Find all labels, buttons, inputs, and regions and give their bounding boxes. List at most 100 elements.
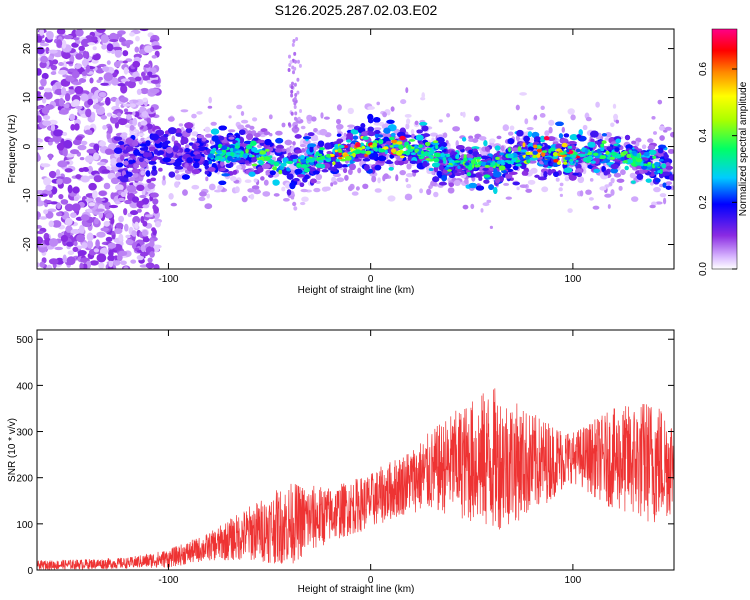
heatmap-cell	[474, 164, 481, 168]
heatmap-cell	[106, 60, 111, 65]
heatmap-cell	[114, 200, 121, 205]
heatmap-cell	[572, 172, 579, 176]
heatmap-cell	[131, 230, 137, 237]
heatmap-cell	[80, 93, 89, 102]
heatmap-cell	[658, 158, 664, 162]
heatmap-cell	[103, 72, 114, 82]
heatmap-cell	[37, 225, 42, 229]
heatmap-cell	[383, 146, 389, 150]
heatmap-cell	[91, 95, 97, 100]
heatmap-cell	[86, 208, 93, 213]
heatmap-cell	[153, 149, 158, 155]
heatmap-cell	[296, 162, 302, 168]
heatmap-cell	[255, 154, 260, 158]
heatmap-cell	[133, 149, 140, 156]
heatmap-cell	[355, 186, 360, 191]
heatmap-cell	[629, 172, 636, 179]
heatmap-cell	[85, 155, 94, 163]
heatmap-cell	[520, 152, 526, 155]
heatmap-cell	[558, 187, 563, 192]
heatmap-cell	[110, 217, 115, 225]
heatmap-cell	[578, 129, 583, 136]
heatmap-cell	[48, 258, 59, 265]
heatmap-cell	[442, 157, 447, 162]
heatmap-cell	[107, 242, 117, 249]
heatmap-cell	[48, 138, 55, 143]
heatmap-cell	[524, 118, 529, 125]
heatmap-cell	[529, 157, 538, 161]
heatmap-cell	[191, 184, 200, 190]
heatmap-cell	[151, 55, 157, 59]
heatmap-cell	[520, 162, 527, 170]
heatmap-cell	[338, 156, 343, 160]
heatmap-cell	[146, 118, 151, 125]
heatmap-cell	[332, 168, 338, 172]
heatmap-cell	[296, 90, 300, 95]
heatmap-cell	[46, 31, 54, 40]
heatmap-cell	[146, 178, 152, 184]
heatmap-cell	[161, 178, 167, 186]
heatmap-cell	[96, 29, 106, 33]
heatmap-cell	[287, 160, 294, 165]
heatmap-cell	[343, 168, 348, 174]
heatmap-cell	[289, 182, 296, 190]
heatmap-cell	[49, 201, 59, 205]
heatmap-cell	[653, 131, 657, 135]
heatmap-cell	[37, 68, 42, 76]
heatmap-cell	[237, 124, 245, 130]
heatmap-cell	[251, 163, 258, 167]
heatmap-cell	[240, 111, 245, 116]
heatmap-cell	[234, 145, 240, 149]
heatmap-cell	[631, 140, 636, 145]
heatmap-cell	[268, 159, 275, 163]
heatmap-cell	[147, 257, 153, 263]
heatmap-cell	[544, 130, 550, 137]
heatmap-cell	[537, 145, 543, 149]
heatmap-cell	[365, 146, 371, 150]
heatmap-cell	[139, 264, 148, 268]
heatmap-cell	[419, 188, 423, 194]
heatmap-cell	[320, 112, 324, 119]
heatmap-frame	[36, 28, 675, 270]
heatmap-cell	[336, 133, 342, 137]
heatmap-cell	[80, 175, 90, 183]
snr-series-line	[37, 388, 674, 570]
heatmap-cell	[605, 132, 612, 138]
heatmap-cell	[647, 161, 652, 165]
heatmap-cell	[218, 135, 225, 141]
heatmap-cell	[309, 161, 315, 166]
heatmap-cell	[144, 214, 154, 218]
heatmap-cell	[242, 153, 248, 159]
heatmap-y-label: Frequency (Hz)	[7, 115, 18, 184]
heatmap-cell	[310, 134, 318, 142]
heatmap-cell	[293, 105, 297, 109]
heatmap-cell	[416, 129, 423, 134]
heatmap-cell	[191, 143, 197, 150]
heatmap-cell	[516, 186, 520, 191]
heatmap-cell	[131, 139, 139, 147]
heatmap-cell	[64, 93, 71, 102]
heatmap-cell	[406, 183, 412, 189]
heatmap-cell	[201, 137, 207, 142]
heatmap-cell	[195, 153, 202, 160]
heatmap-cell	[114, 121, 119, 129]
heatmap-cell	[485, 146, 490, 152]
heatmap-cell	[508, 131, 514, 136]
heatmap-cell	[118, 141, 125, 146]
heatmap-cell	[300, 155, 305, 160]
heatmap-cell	[499, 152, 504, 156]
heatmap-cell	[628, 149, 632, 153]
heatmap-cell	[92, 54, 101, 61]
heatmap-cell	[248, 171, 256, 177]
heatmap-cell	[40, 55, 49, 64]
heatmap-cell	[37, 262, 41, 268]
heatmap-cell	[300, 158, 307, 163]
heatmap-cell	[108, 204, 119, 209]
heatmap-cell	[218, 180, 227, 185]
heatmap-cell	[174, 169, 180, 174]
heatmap-cell	[193, 161, 200, 169]
heatmap-cell	[523, 135, 530, 142]
heatmap-cell	[313, 187, 321, 193]
y-tick-label: -10	[22, 188, 33, 203]
heatmap-cell	[378, 138, 384, 145]
